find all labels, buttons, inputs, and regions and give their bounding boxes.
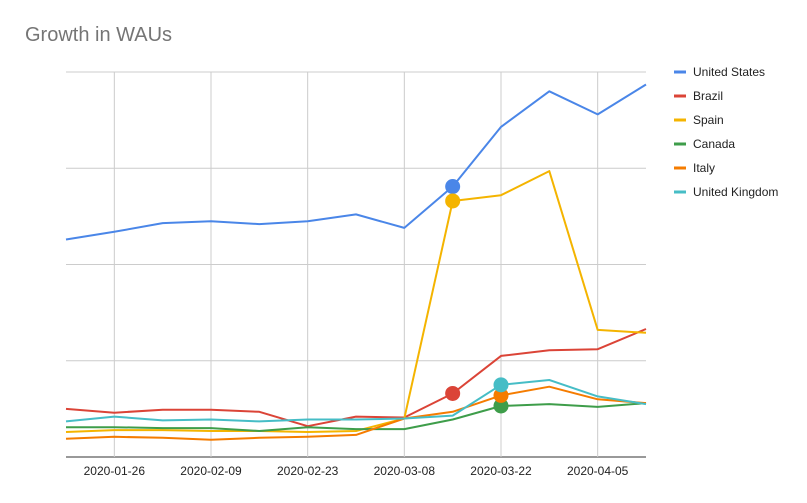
highlight-point-canada[interactable] <box>493 398 509 414</box>
x-tick-label: 2020-03-08 <box>374 464 436 478</box>
chart-title: Growth in WAUs <box>25 24 173 46</box>
legend-label: Brazil <box>693 89 723 103</box>
legend: United States Brazil Spain Canada Italy Unite… <box>674 65 778 199</box>
series-lines <box>65 83 647 441</box>
legend-item[interactable]: Canada <box>674 137 735 151</box>
x-axis-tick-labels: 2020-01-26 2020-02-09 2020-02-23 2020-03-08… <box>84 464 629 478</box>
gridlines <box>66 71 646 458</box>
highlight-point-italy[interactable] <box>493 387 509 403</box>
series-line-spain <box>65 170 647 433</box>
series-line-italy <box>65 385 647 441</box>
highlight-point-spain[interactable] <box>445 193 461 209</box>
legend-label: Spain <box>693 113 724 127</box>
x-tick-label: 2020-02-23 <box>277 464 339 478</box>
legend-item[interactable]: Spain <box>674 113 724 127</box>
series-line-canada <box>66 402 647 432</box>
series-line-united-kingdom <box>65 379 647 423</box>
legend-item[interactable]: Brazil <box>674 89 723 103</box>
x-tick-label: 2020-02-09 <box>180 464 242 478</box>
highlight-point-united-kingdom[interactable] <box>493 377 509 393</box>
legend-item[interactable]: United States <box>674 65 765 79</box>
highlight-point-united-states[interactable] <box>445 179 461 195</box>
highlight-point-brazil[interactable] <box>445 385 461 401</box>
legend-label: United States <box>693 65 765 79</box>
series-line-united-states <box>65 83 647 241</box>
legend-label: Canada <box>693 137 735 151</box>
legend-label: Italy <box>693 161 715 175</box>
legend-item[interactable]: Italy <box>674 161 715 175</box>
legend-item[interactable]: United Kingdom <box>674 185 778 199</box>
series-line-brazil <box>65 328 647 428</box>
x-tick-label: 2020-04-05 <box>567 464 629 478</box>
legend-label: United Kingdom <box>693 185 778 199</box>
x-tick-label: 2020-03-22 <box>470 464 532 478</box>
highlight-markers <box>445 179 509 414</box>
x-tick-label: 2020-01-26 <box>84 464 146 478</box>
